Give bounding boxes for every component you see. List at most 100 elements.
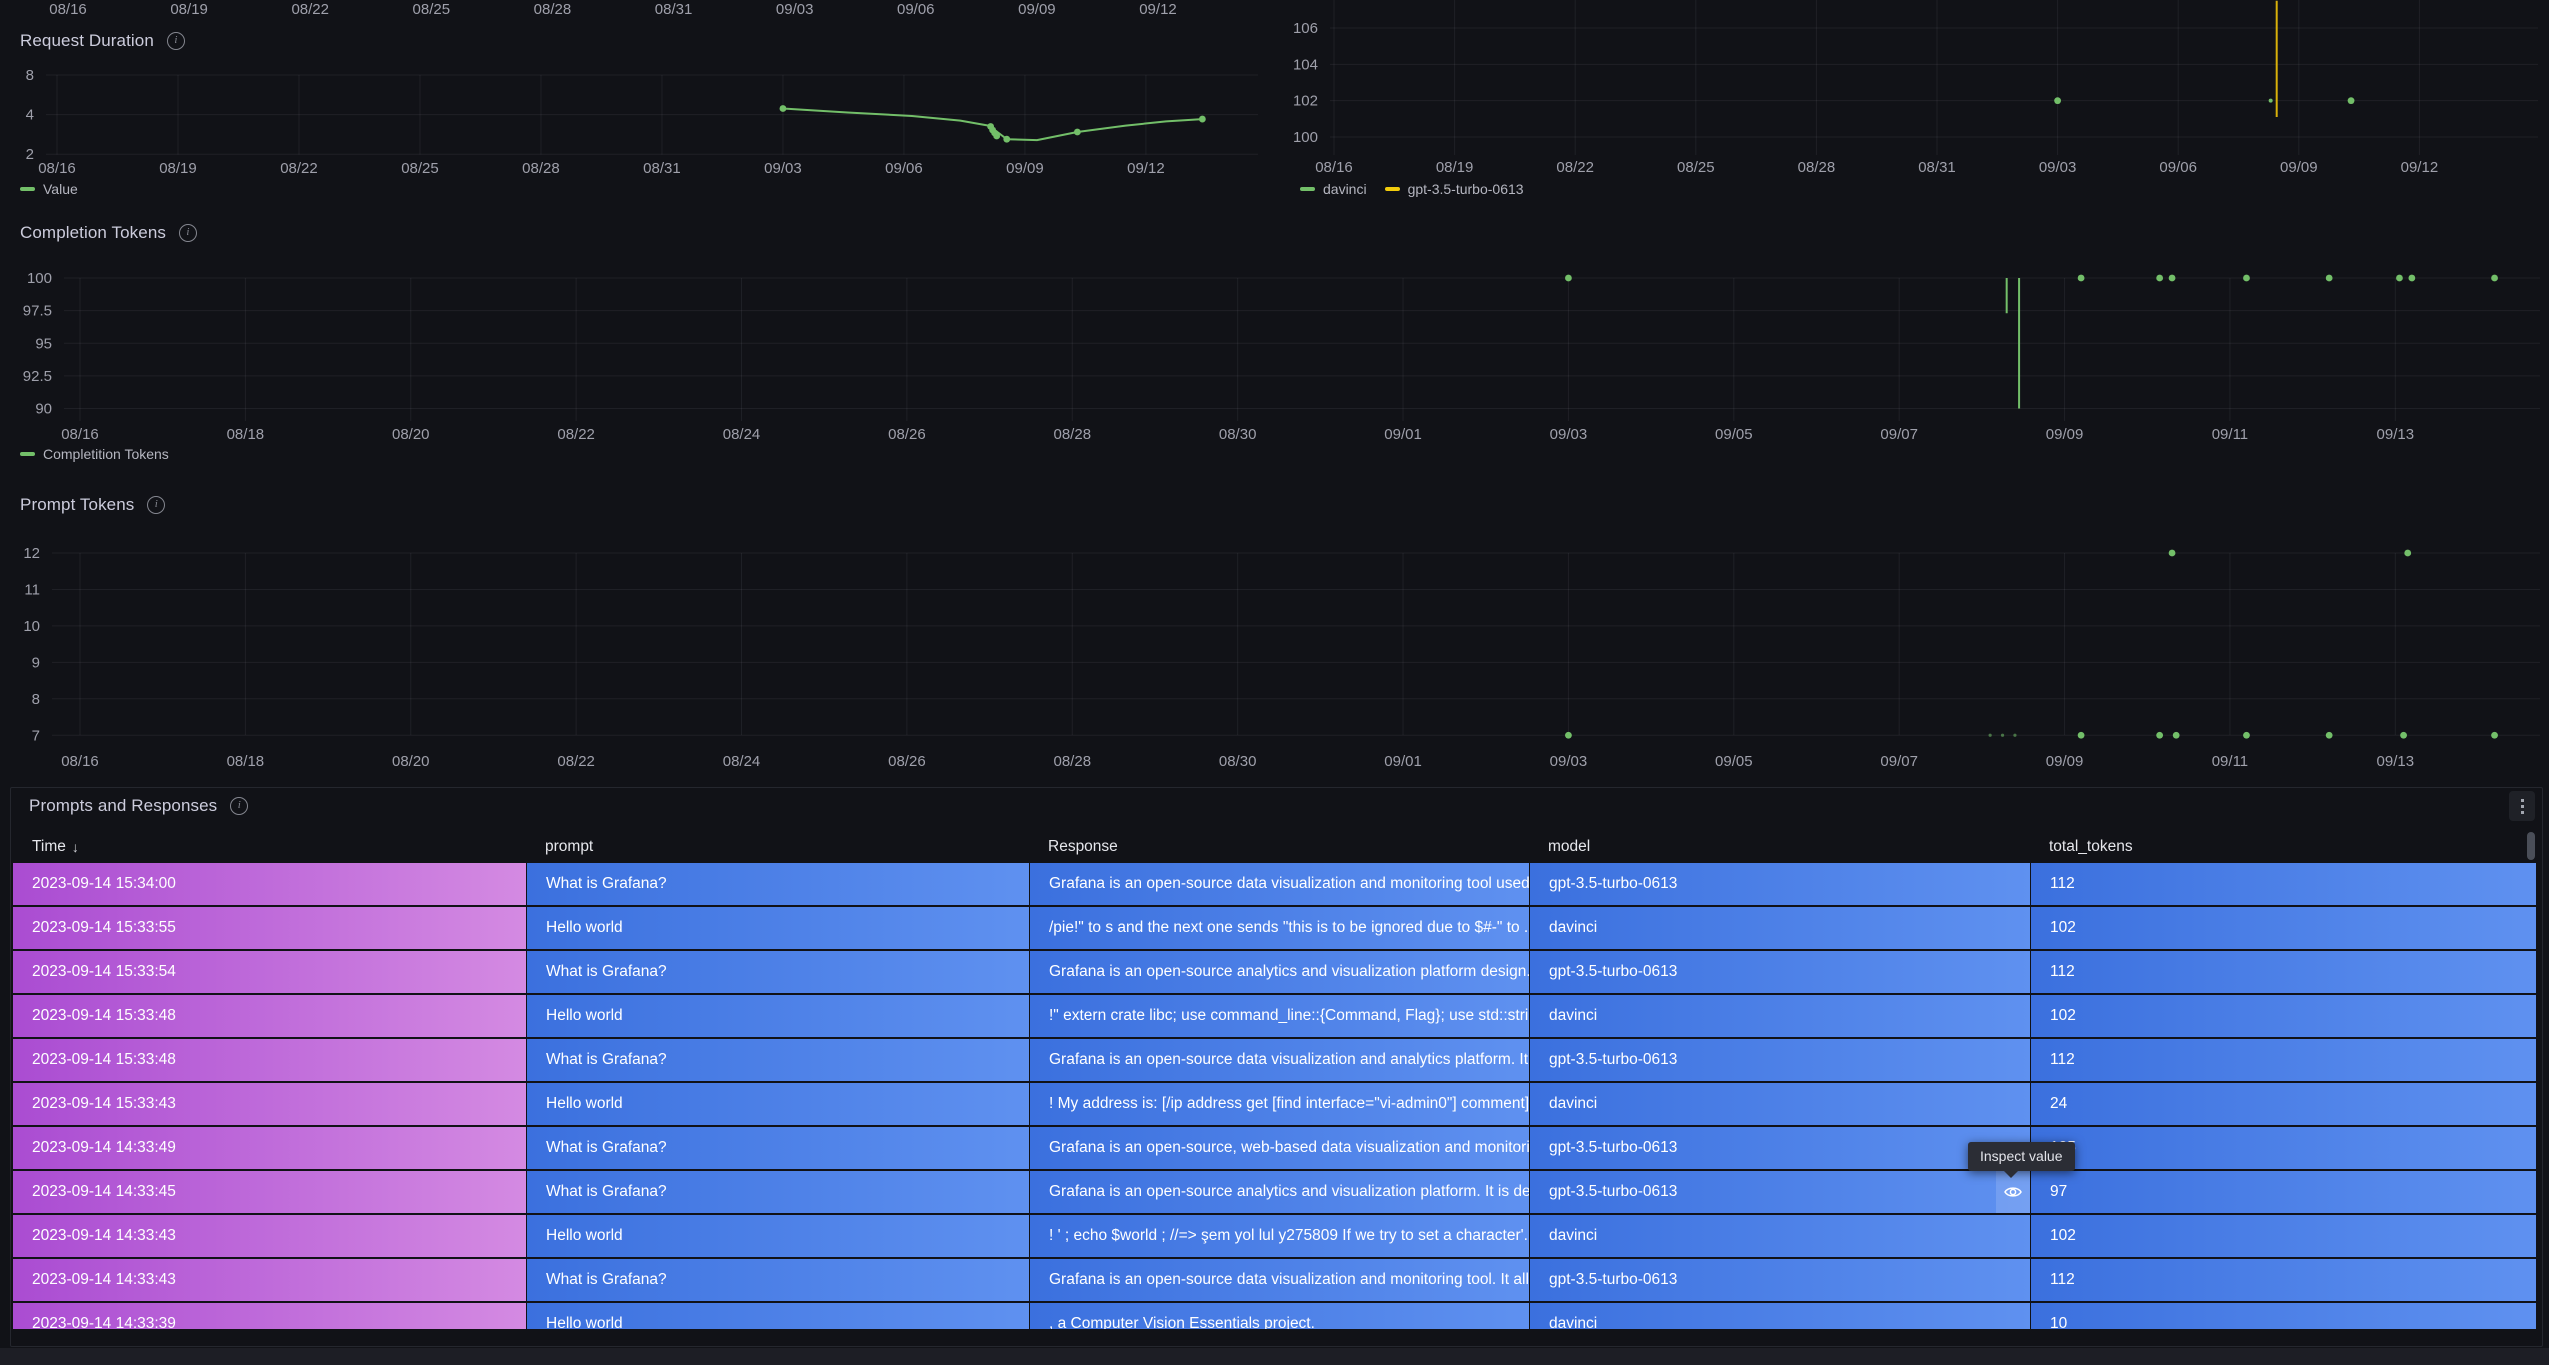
- legend-item[interactable]: Value: [20, 181, 78, 197]
- data-point[interactable]: [2400, 731, 2407, 739]
- data-point-faint[interactable]: [2000, 733, 2005, 737]
- table-cell[interactable]: Hello world: [527, 1083, 1029, 1125]
- table-cell[interactable]: 112: [2031, 1259, 2536, 1301]
- table-cell[interactable]: 2023-09-14 15:33:48: [13, 1039, 526, 1081]
- data-point[interactable]: [2054, 97, 2061, 105]
- table-cell[interactable]: gpt-3.5-turbo-0613: [1530, 863, 2030, 905]
- table-cell[interactable]: 2023-09-14 14:33:43: [13, 1215, 526, 1257]
- table-cell[interactable]: gpt-3.5-turbo-0613: [1530, 951, 2030, 993]
- table-cell[interactable]: gpt-3.5-turbo-0613: [1530, 1127, 2030, 1169]
- table-cell[interactable]: davinci: [1530, 1083, 2030, 1125]
- data-point[interactable]: [2156, 731, 2164, 739]
- table-cell[interactable]: What is Grafana?: [527, 1039, 1029, 1081]
- table-cell[interactable]: Hello world: [527, 995, 1029, 1037]
- table-scrollbar-thumb[interactable]: [2527, 832, 2535, 860]
- table-cell[interactable]: 102: [2031, 907, 2536, 949]
- info-icon[interactable]: i: [166, 32, 185, 50]
- table-row[interactable]: 2023-09-14 14:33:43 What is Grafana? Grafa…: [13, 1259, 2536, 1301]
- model-usage-chart[interactable]: 106 104 102 100 08/16 08/19 08/22 08/25 08/28 08/…: [1280, 0, 2549, 200]
- table-cell[interactable]: gpt-3.5-turbo-0613: [1530, 1259, 2030, 1301]
- request-duration-panel-title[interactable]: Request Duration i: [20, 31, 185, 51]
- table-row[interactable]: 2023-09-14 14:33:43 Hello world ! ' ; echo…: [13, 1215, 2536, 1257]
- data-point[interactable]: [2325, 274, 2333, 282]
- table-row[interactable]: 2023-09-14 15:33:43 Hello world ! My addre…: [13, 1083, 2536, 1125]
- table-row[interactable]: 2023-09-14 15:33:54 What is Grafana? Grafa…: [13, 951, 2536, 993]
- prompt-tokens-panel-title[interactable]: Prompt Tokens i: [20, 495, 166, 515]
- prompt-tokens-chart[interactable]: 12 11 10 9 8 7 08/16 08/18 08/20 08/22 08/24 08/26 0…: [0, 530, 2549, 775]
- table-cell[interactable]: 2023-09-14 15:33:55: [13, 907, 526, 949]
- table-row[interactable]: 2023-09-14 14:33:39 Hello world , a Comput…: [13, 1303, 2536, 1329]
- table-cell[interactable]: 2023-09-14 14:33:45: [13, 1171, 526, 1213]
- table-cell[interactable]: /pie!" to s and the next one sends "this…: [1030, 907, 1529, 949]
- table-cell[interactable]: What is Grafana?: [527, 1259, 1029, 1301]
- table-cell[interactable]: What is Grafana?: [527, 1171, 1029, 1213]
- data-point[interactable]: [2404, 549, 2412, 557]
- data-point[interactable]: [2156, 274, 2164, 282]
- column-header-response[interactable]: Response: [1029, 838, 1529, 856]
- table-cell[interactable]: !" extern crate libc; use command_line::…: [1030, 995, 1529, 1037]
- table-cell[interactable]: , a Computer Vision Essentials project.: [1030, 1303, 1529, 1329]
- data-point[interactable]: [2491, 731, 2498, 739]
- data-point[interactable]: [1565, 274, 1572, 282]
- prompts-responses-panel-title[interactable]: Prompts and Responses i: [29, 796, 249, 816]
- table-cell[interactable]: Grafana is an open-source analytics and …: [1030, 1171, 1529, 1213]
- table-cell[interactable]: Hello world: [527, 907, 1029, 949]
- table-cell[interactable]: ! ' ; echo $world ; //=> şem yol lul y27…: [1030, 1215, 1529, 1257]
- legend-item[interactable]: davinci: [1300, 181, 1367, 197]
- data-point[interactable]: [2491, 274, 2498, 282]
- table-cell[interactable]: davinci: [1530, 907, 2030, 949]
- data-point[interactable]: [1073, 128, 1081, 136]
- data-point[interactable]: [1003, 135, 1011, 143]
- table-cell[interactable]: 2023-09-14 15:34:00: [13, 863, 526, 905]
- data-point[interactable]: [2408, 274, 2416, 282]
- table-cell[interactable]: Grafana is an open-source data visualiza…: [1030, 863, 1529, 905]
- table-cell[interactable]: Hello world: [527, 1303, 1029, 1329]
- series-line[interactable]: [781, 107, 1204, 142]
- table-row[interactable]: 2023-09-14 15:33:48 Hello world !" extern …: [13, 995, 2536, 1037]
- data-point[interactable]: [2172, 731, 2180, 739]
- info-icon[interactable]: i: [230, 797, 249, 815]
- table-cell[interactable]: gpt-3.5-turbo-0613: [1530, 1171, 2030, 1213]
- column-header-prompt[interactable]: prompt: [526, 838, 1029, 856]
- table-row[interactable]: 2023-09-14 15:34:00 What is Grafana? Grafa…: [13, 863, 2536, 905]
- table-cell[interactable]: 112: [2031, 863, 2536, 905]
- legend-item[interactable]: Completition Tokens: [20, 446, 169, 462]
- table-cell[interactable]: Grafana is an open-source analytics and …: [1030, 951, 1529, 993]
- table-cell[interactable]: davinci: [1530, 995, 2030, 1037]
- table-cell[interactable]: 102: [2031, 1215, 2536, 1257]
- table-cell[interactable]: 10: [2031, 1303, 2536, 1329]
- column-header-model[interactable]: model: [1529, 838, 2030, 856]
- table-cell[interactable]: 105: [2031, 1127, 2536, 1169]
- table-row[interactable]: 2023-09-14 14:33:45 What is Grafana? Grafa…: [13, 1171, 2536, 1213]
- legend-item[interactable]: gpt-3.5-turbo-0613: [1384, 181, 1524, 197]
- table-cell[interactable]: Grafana is an open-source, web-based dat…: [1030, 1127, 1529, 1169]
- table-cell[interactable]: Grafana is an open-source data visualiza…: [1030, 1259, 1529, 1301]
- data-point[interactable]: [2243, 731, 2250, 739]
- table-row[interactable]: 2023-09-14 15:33:55 Hello world/pie!" to …: [13, 907, 2536, 949]
- data-point[interactable]: [2168, 549, 2176, 557]
- table-cell[interactable]: 2023-09-14 14:33:39: [13, 1303, 526, 1329]
- data-point[interactable]: [2243, 274, 2250, 282]
- table-cell[interactable]: davinci: [1530, 1303, 2030, 1329]
- data-point[interactable]: [993, 132, 1001, 140]
- table-row[interactable]: 2023-09-14 15:33:48 What is Grafana? Grafa…: [13, 1039, 2536, 1081]
- request-duration-chart[interactable]: 8 4 208/16 08/19 08/22 08/25 08/28 08/31 09/03 09…: [0, 58, 1270, 188]
- table-cell[interactable]: Hello world: [527, 1215, 1029, 1257]
- data-point[interactable]: [2077, 731, 2085, 739]
- table-cell[interactable]: 2023-09-14 15:33:54: [13, 951, 526, 993]
- table-cell[interactable]: 97: [2031, 1171, 2536, 1213]
- panel-menu-kebab-icon[interactable]: [2509, 791, 2535, 821]
- data-point[interactable]: [2168, 274, 2176, 282]
- info-icon[interactable]: i: [178, 224, 197, 242]
- table-cell[interactable]: What is Grafana?: [527, 951, 1029, 993]
- completion-tokens-chart[interactable]: 100 97.5 95 92.5 90 08/16 08/18 08/20 08/22 08/24…: [0, 255, 2549, 460]
- data-point[interactable]: [2347, 97, 2355, 105]
- table-cell[interactable]: 2023-09-14 15:33:48: [13, 995, 526, 1037]
- table-cell[interactable]: 2023-09-14 14:33:49: [13, 1127, 526, 1169]
- table-cell[interactable]: gpt-3.5-turbo-0613: [1530, 1039, 2030, 1081]
- column-header-total-tokens[interactable]: total_tokens: [2030, 838, 2536, 856]
- table-cell[interactable]: What is Grafana?: [527, 863, 1029, 905]
- table-cell[interactable]: ! My address is: [/ip address get [find …: [1030, 1083, 1529, 1125]
- data-point[interactable]: [2077, 274, 2085, 282]
- table-cell[interactable]: 112: [2031, 951, 2536, 993]
